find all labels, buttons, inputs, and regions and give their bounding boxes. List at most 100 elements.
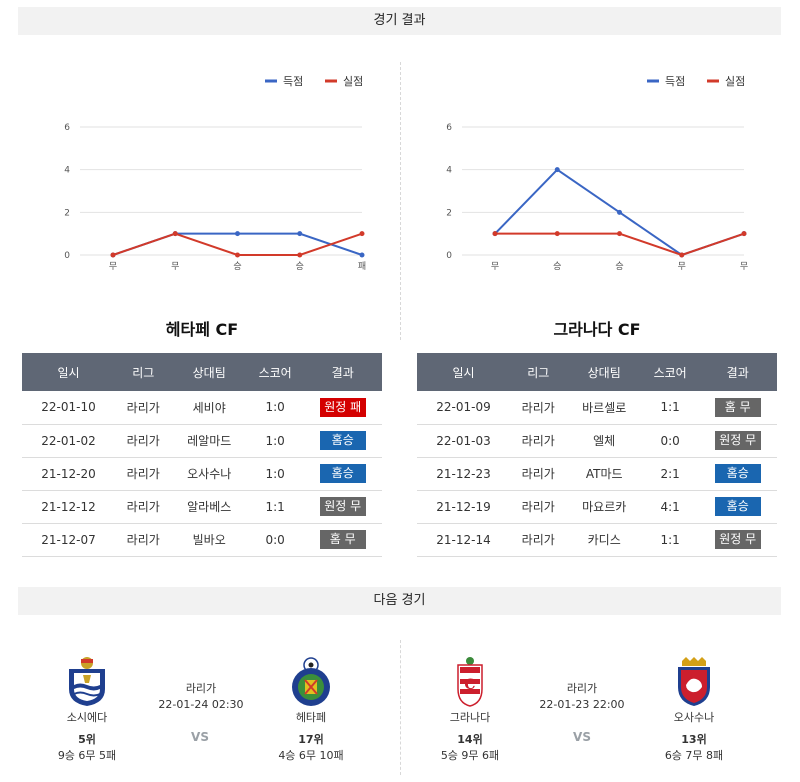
match-score: 4:1 xyxy=(641,490,699,524)
legend-label-1: 실점 xyxy=(725,75,745,88)
legend-label-0: 득점 xyxy=(665,75,685,88)
col-date: 일시 xyxy=(22,353,115,391)
match-league: 라리가 xyxy=(509,490,567,524)
col-score: 스코어 xyxy=(641,353,699,391)
match-score: 0:0 xyxy=(246,523,304,557)
match-league: 라리가 xyxy=(114,523,172,557)
y-tick-label: 2 xyxy=(446,208,452,218)
y-tick-label: 6 xyxy=(446,123,452,133)
result-badge: 원정 패 xyxy=(319,397,366,417)
x-tick-label: 무 xyxy=(491,261,499,272)
result-badge: 홈승 xyxy=(319,431,366,450)
table-row: 22-01-09 라리가 바르셀로 1:1 홈 무 xyxy=(417,391,777,425)
col-opponent: 상대팀 xyxy=(566,353,642,391)
series-line-1 xyxy=(112,232,363,256)
data-point xyxy=(492,231,498,237)
results-divider xyxy=(400,62,401,340)
data-point xyxy=(617,231,622,237)
team-rank: 17위 xyxy=(298,733,324,746)
x-tick-label: 무 xyxy=(109,261,117,272)
match-result-cell: 홈 무 xyxy=(698,391,777,425)
y-tick-label: 0 xyxy=(64,251,70,261)
team-record: 9승 6무 5패 xyxy=(57,749,117,762)
series-line-1 xyxy=(495,232,745,257)
table-row: 21-12-19 라리가 마요르카 4:1 홈승 xyxy=(417,490,777,524)
team-name: 소시에다 xyxy=(66,711,108,724)
match-date: 21-12-23 xyxy=(417,457,510,491)
match-opponent: 빌바오 xyxy=(171,523,247,557)
next-match-info-2: 라리가 22-01-23 22:00 xyxy=(512,680,652,711)
team-record: 6승 7무 8패 xyxy=(664,749,724,762)
next-divider xyxy=(400,640,401,775)
result-badge: 홈승 xyxy=(319,464,366,483)
match-league: 라리가 xyxy=(114,391,172,425)
svg-text:C: C xyxy=(464,677,475,693)
match-date: 22-01-09 xyxy=(417,391,510,425)
match-score: 1:0 xyxy=(246,391,304,425)
next-section-header: 다음 경기 xyxy=(18,587,781,615)
y-tick-label: 4 xyxy=(446,166,452,176)
match-league: 라리가 xyxy=(185,682,217,695)
match-opponent: 오사수나 xyxy=(171,457,247,491)
y-tick-label: 0 xyxy=(446,251,452,261)
team-record: 4승 6무 10패 xyxy=(278,749,344,762)
match-datetime: 22-01-24 02:30 xyxy=(158,698,244,711)
data-point xyxy=(235,231,240,237)
data-point xyxy=(679,252,685,258)
next-home-team-2: C 그라나다 14위 5승 9무 6패 xyxy=(410,655,530,763)
match-score: 0:0 xyxy=(641,424,699,458)
col-league: 리그 xyxy=(509,353,567,391)
col-score: 스코어 xyxy=(246,353,304,391)
table-row: 22-01-02 라리가 레알마드 1:0 홈승 xyxy=(22,424,382,458)
osasuna-logo xyxy=(678,657,710,706)
table-row: 21-12-12 라리가 알라베스 1:1 원정 무 xyxy=(22,490,382,524)
data-point xyxy=(554,231,560,237)
match-score: 2:1 xyxy=(641,457,699,491)
result-badge: 홈승 xyxy=(714,464,761,483)
team-rank: 13위 xyxy=(681,733,707,746)
match-league: 라리가 xyxy=(114,424,172,458)
data-point xyxy=(617,209,622,215)
y-tick-label: 6 xyxy=(64,123,70,133)
results-body-granada: 22-01-09 라리가 바르셀로 1:1 홈 무 22-01-03 라리가 엘체 0:0 원정 … xyxy=(417,391,777,557)
data-point xyxy=(172,231,178,237)
match-result-cell: 홈승 xyxy=(698,457,777,491)
series-line-0 xyxy=(112,232,363,256)
form-chart-getafe: 득점 실점 0 2 4 6 무 무 승 승 패 xyxy=(64,75,366,272)
next-home-team-1: 소시에다 5위 9승 6무 5패 xyxy=(27,655,147,763)
match-league: 라리가 xyxy=(509,424,567,458)
result-badge: 원정 무 xyxy=(714,530,761,549)
vs-label-1: VS xyxy=(191,730,209,744)
match-opponent: 레알마드 xyxy=(171,424,247,458)
x-tick-label: 무 xyxy=(740,261,748,272)
col-result: 결과 xyxy=(303,353,382,391)
team-rank: 5위 xyxy=(78,733,96,746)
real-sociedad-logo xyxy=(69,657,105,706)
match-date: 21-12-12 xyxy=(22,490,115,524)
result-badge: 원정 무 xyxy=(319,497,366,516)
match-result-cell: 원정 패 xyxy=(303,391,382,425)
match-opponent: AT마드 xyxy=(566,457,642,491)
match-opponent: 마요르카 xyxy=(566,490,642,524)
result-badge: 홈승 xyxy=(714,497,761,516)
legend-label-0: 득점 xyxy=(283,75,303,88)
table-row: 21-12-14 라리가 카디스 1:1 원정 무 xyxy=(417,523,777,557)
vs-label-2: VS xyxy=(573,730,591,744)
team-name: 그라나다 xyxy=(449,711,491,724)
next-match-info-1: 라리가 22-01-24 02:30 xyxy=(131,680,271,711)
match-league: 라리가 xyxy=(509,391,567,425)
team-name: 오사수나 xyxy=(673,711,715,724)
match-result-cell: 원정 무 xyxy=(698,424,777,458)
legend-label-1: 실점 xyxy=(343,75,363,88)
match-score: 1:1 xyxy=(641,391,699,425)
match-result-cell: 홈승 xyxy=(303,457,382,491)
col-opponent: 상대팀 xyxy=(171,353,247,391)
chart-granada: 득점 실점 0 2 4 6 무 승 승 무 무 xyxy=(432,62,762,282)
match-date: 22-01-03 xyxy=(417,424,510,458)
data-point xyxy=(110,252,116,258)
match-date: 22-01-10 xyxy=(22,391,115,425)
match-league: 라리가 xyxy=(509,523,567,557)
result-badge: 홈 무 xyxy=(714,397,761,417)
result-badge: 원정 무 xyxy=(714,431,761,450)
match-date: 21-12-14 xyxy=(417,523,510,557)
